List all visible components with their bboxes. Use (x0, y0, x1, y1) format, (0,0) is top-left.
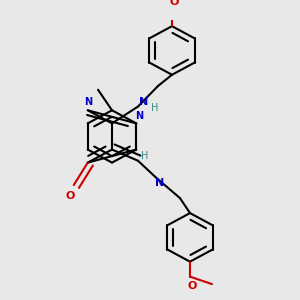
Text: N: N (84, 97, 92, 107)
Text: N: N (135, 111, 143, 121)
Text: N: N (155, 178, 165, 188)
Text: O: O (187, 281, 197, 291)
Text: O: O (169, 0, 179, 7)
Text: N: N (140, 97, 148, 107)
Text: H: H (141, 151, 149, 161)
Text: H: H (151, 103, 159, 113)
Text: O: O (65, 191, 74, 201)
